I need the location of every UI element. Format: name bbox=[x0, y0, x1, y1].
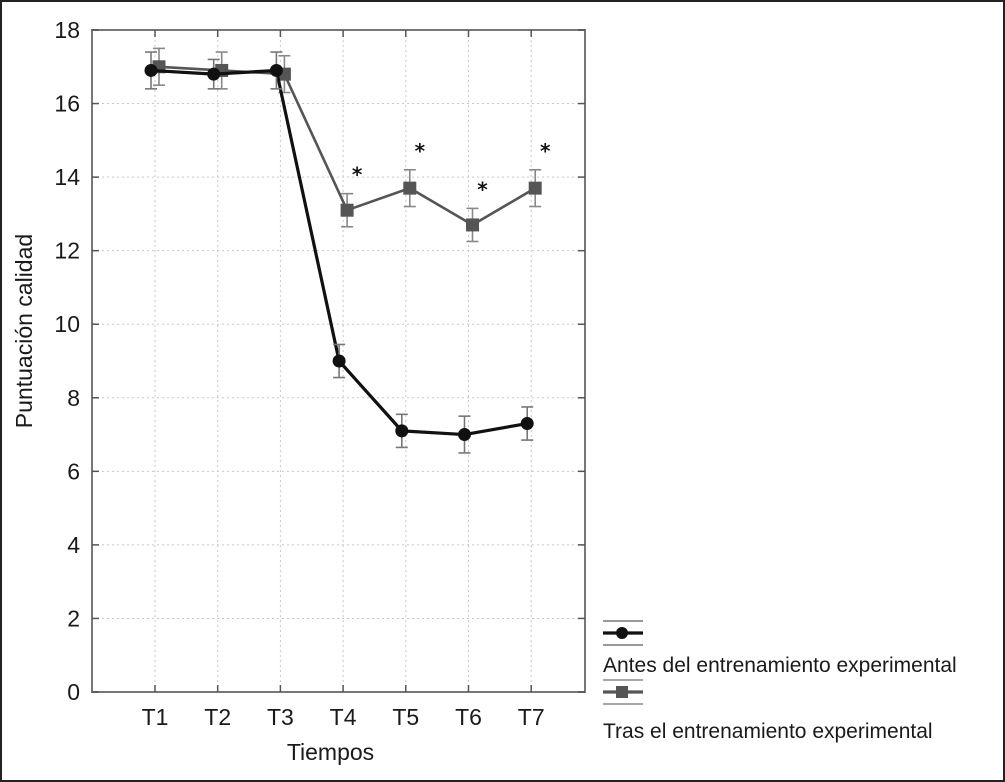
x-tick-label: T3 bbox=[267, 704, 294, 730]
data-point bbox=[403, 181, 417, 195]
y-tick-label: 6 bbox=[67, 458, 80, 484]
y-tick-label: 12 bbox=[54, 238, 80, 264]
series-1 bbox=[144, 51, 534, 454]
data-point bbox=[528, 181, 542, 195]
x-tick-label: T5 bbox=[392, 704, 419, 730]
significance-marker: * bbox=[352, 163, 363, 187]
data-point bbox=[458, 428, 471, 442]
data-point bbox=[340, 203, 354, 217]
data-point bbox=[466, 218, 479, 232]
legend-marker bbox=[616, 627, 628, 639]
legend-entry: Antes del entrenamiento experimental bbox=[603, 620, 957, 677]
legend: Antes del entrenamiento experimental Tras… bbox=[603, 620, 957, 743]
series-line bbox=[150, 68, 528, 437]
data-point bbox=[395, 424, 409, 438]
y-tick-label: 2 bbox=[67, 605, 80, 631]
legend-label: Antes del entrenamiento experimental bbox=[603, 654, 957, 677]
y-axis-label: Puntuación calidad bbox=[11, 234, 37, 428]
y-tick-label: 8 bbox=[67, 385, 80, 411]
x-tick-label: T7 bbox=[518, 704, 545, 730]
y-tick-label: 14 bbox=[54, 164, 80, 190]
significance-marker: * bbox=[415, 139, 426, 163]
significance-marker: * bbox=[540, 139, 551, 163]
axis-ticks: 0 2 4 6 8 10 12 14 16 18 T1 T2 T3 T4 T5 T6 T7 bbox=[54, 17, 585, 730]
data-point bbox=[207, 67, 221, 81]
data-point bbox=[332, 354, 346, 368]
x-tick-label: T1 bbox=[142, 704, 169, 730]
significance-marker: * bbox=[477, 177, 488, 201]
series-2 bbox=[152, 47, 542, 243]
annotations-layer: * * * * bbox=[352, 139, 551, 202]
x-axis-label: Tiempos bbox=[287, 739, 374, 765]
legend-label: Tras el entrenamiento experimental bbox=[603, 720, 933, 743]
x-tick-label: T6 bbox=[455, 704, 482, 730]
grid bbox=[92, 30, 585, 692]
y-tick-label: 0 bbox=[67, 679, 80, 705]
legend-entry: Tras el entrenamiento experimental bbox=[603, 679, 933, 743]
y-tick-label: 18 bbox=[54, 17, 80, 43]
plot-area bbox=[91, 29, 586, 693]
data-point bbox=[269, 63, 283, 77]
y-tick-label: 4 bbox=[67, 532, 80, 558]
legend-marker bbox=[616, 686, 628, 698]
data-point bbox=[144, 63, 158, 77]
data-point bbox=[520, 417, 534, 431]
y-tick-label: 16 bbox=[54, 91, 80, 117]
x-tick-label: T4 bbox=[330, 704, 357, 730]
y-tick-label: 10 bbox=[54, 311, 80, 337]
x-tick-label: T2 bbox=[204, 704, 231, 730]
series-layer bbox=[144, 47, 542, 454]
